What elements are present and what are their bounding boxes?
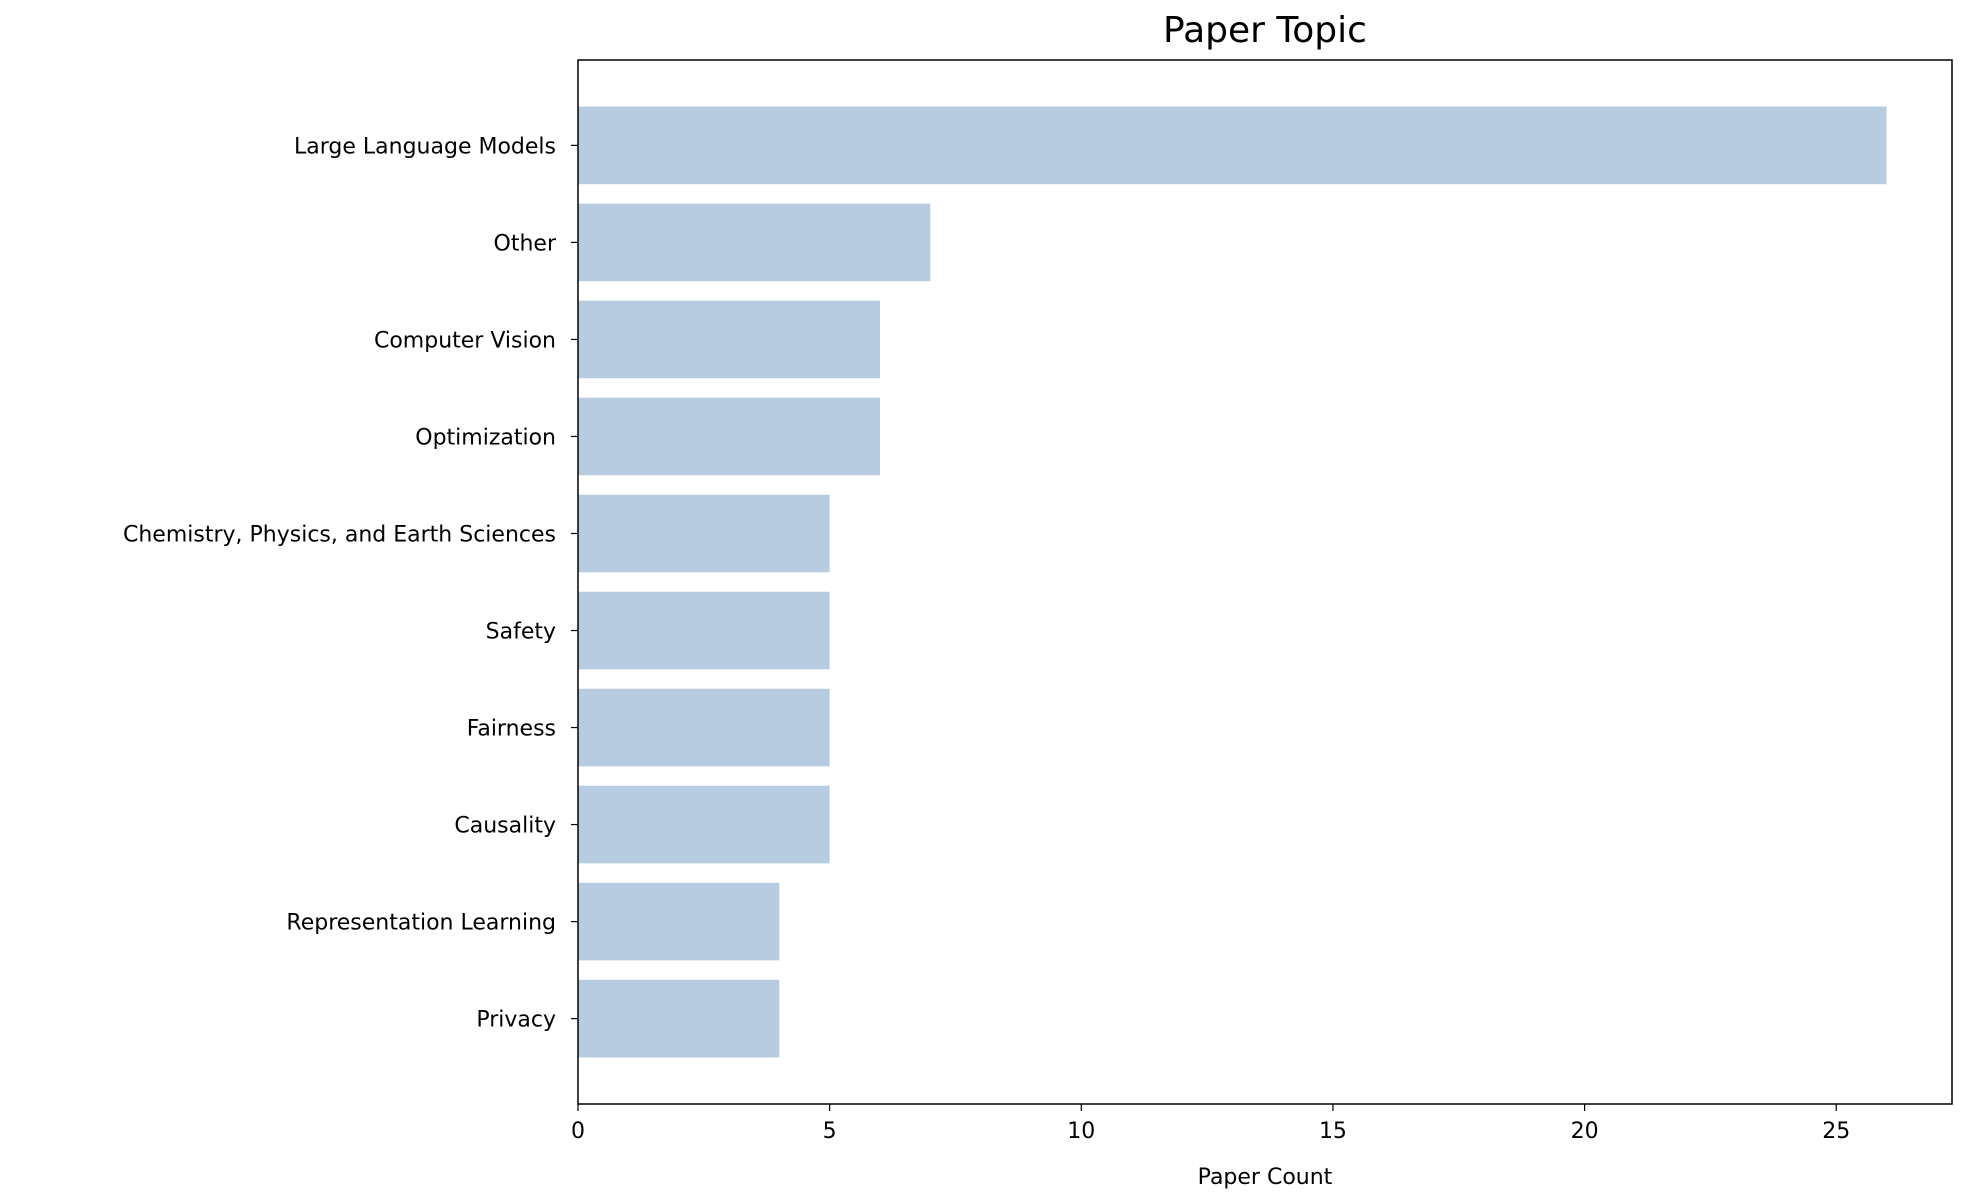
x-tick-label: 0 xyxy=(571,1119,585,1144)
x-tick-label: 20 xyxy=(1571,1119,1599,1144)
bar xyxy=(578,882,780,961)
bar xyxy=(578,106,1887,185)
y-tick-label: Optimization xyxy=(415,425,556,450)
x-tick-label: 25 xyxy=(1822,1119,1850,1144)
bar xyxy=(578,300,880,379)
y-tick-label: Privacy xyxy=(476,1008,556,1033)
y-tick-label: Large Language Models xyxy=(294,134,556,159)
y-tick-label: Representation Learning xyxy=(286,911,556,936)
bar xyxy=(578,591,830,670)
x-axis-label: Paper Count xyxy=(1198,1165,1333,1190)
y-tick-label: Fairness xyxy=(467,717,556,742)
plot-frame xyxy=(577,59,1953,1105)
x-tick-label: 5 xyxy=(823,1119,837,1144)
chart-title: Paper Topic xyxy=(1163,10,1367,51)
bar xyxy=(578,203,931,282)
bar xyxy=(578,979,780,1058)
y-tick-label: Chemistry, Physics, and Earth Sciences xyxy=(123,522,556,547)
bar xyxy=(578,397,880,476)
x-tick-label: 10 xyxy=(1067,1119,1095,1144)
x-tick-label: 15 xyxy=(1319,1119,1347,1144)
y-tick-label: Safety xyxy=(486,620,556,645)
bar xyxy=(578,785,830,864)
y-tick-label: Causality xyxy=(454,814,556,839)
bar xyxy=(578,494,830,573)
y-tick-label: Computer Vision xyxy=(374,328,556,353)
bar xyxy=(578,688,830,767)
y-tick-label: Other xyxy=(494,231,557,256)
